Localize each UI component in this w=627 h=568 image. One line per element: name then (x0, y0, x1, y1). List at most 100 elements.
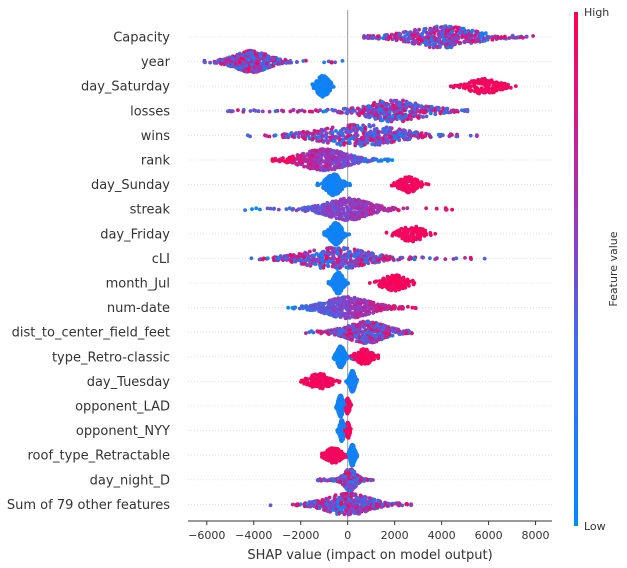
shap-dot (380, 100, 384, 104)
shap-dot (434, 44, 439, 49)
shap-dot (282, 159, 287, 164)
shap-dot (329, 226, 334, 231)
shap-dot (327, 259, 332, 263)
shap-dot (284, 61, 289, 65)
shap-dot (424, 131, 428, 136)
shap-dot (459, 82, 463, 87)
shap-dot (230, 56, 235, 61)
shap-dot (240, 53, 245, 58)
shap-dot (385, 119, 390, 123)
shap-dot (241, 57, 246, 61)
shap-dot (401, 98, 405, 103)
shap-dot (409, 233, 414, 238)
shap-dot (367, 132, 372, 137)
shap-dot (297, 109, 301, 113)
shap-dot (383, 133, 388, 138)
shap-dot (378, 140, 383, 145)
shap-dot (389, 118, 393, 123)
shap-dot (336, 189, 341, 194)
shap-dot (376, 131, 380, 135)
shap-dot (265, 256, 270, 261)
shap-dot (364, 131, 369, 136)
shap-dot (401, 102, 405, 106)
shap-dot (216, 59, 221, 63)
shap-dot (261, 256, 266, 261)
shap-dot (338, 273, 342, 277)
shap-dot (370, 142, 375, 147)
shap-dot (468, 133, 473, 138)
shap-dot (312, 161, 316, 166)
shap-dot (343, 211, 348, 216)
shap-dot (333, 108, 338, 113)
shap-dot (366, 134, 370, 139)
shap-dot (346, 214, 351, 219)
shap-dot (335, 165, 340, 170)
shap-dot (302, 109, 307, 114)
shap-dot (395, 282, 400, 287)
shap-dot (391, 139, 396, 144)
shap-dot (360, 204, 365, 209)
shap-dot (319, 75, 324, 80)
shap-dot (397, 257, 402, 261)
shap-dot (354, 262, 359, 267)
shap-dot (420, 38, 424, 43)
shap-dot (332, 223, 336, 228)
feature-row-3 (226, 98, 470, 124)
shap-dot (280, 61, 285, 65)
shap-dot (305, 263, 309, 267)
shap-dot (358, 262, 363, 266)
shap-dot (375, 142, 380, 147)
shap-dot (342, 247, 347, 252)
shap-dot (399, 276, 403, 281)
shap-dot (396, 129, 400, 134)
shap-dot (315, 131, 320, 136)
shap-dot (246, 57, 251, 62)
shap-dot (396, 114, 401, 119)
shap-dot (324, 176, 329, 181)
shap-dot (454, 29, 459, 34)
shap-dot (364, 208, 369, 212)
shap-dot (259, 51, 264, 56)
shap-dot (444, 106, 449, 111)
shap-dot (341, 107, 346, 111)
dot-layer (202, 24, 535, 517)
shap-dot (466, 82, 471, 87)
shap-dot (472, 82, 476, 87)
shap-dot (367, 311, 371, 316)
shap-dot (311, 132, 315, 137)
shap-dot (248, 134, 252, 139)
shap-dot (291, 254, 296, 258)
feature-row-2 (310, 74, 518, 99)
shap-dot (396, 208, 401, 213)
shap-dot (405, 206, 410, 211)
shap-dot (297, 131, 302, 136)
shap-dot (403, 106, 408, 110)
shap-dot (226, 109, 230, 114)
shap-dot (468, 255, 473, 260)
shap-dot (510, 34, 515, 39)
shap-dot (340, 138, 345, 143)
shap-dot (311, 83, 315, 87)
shap-dot (384, 107, 389, 111)
shap-dot (407, 256, 412, 261)
shap-dot (377, 207, 382, 211)
shap-dot (441, 29, 446, 34)
shap-dot (296, 255, 300, 259)
shap-dot (375, 102, 379, 107)
shap-dot (272, 61, 277, 66)
shap-dot (387, 127, 392, 131)
shap-dot (316, 91, 320, 95)
shap-dot (265, 206, 270, 211)
shap-dot (457, 31, 462, 35)
shap-dot (349, 129, 354, 134)
shap-dot (408, 238, 413, 243)
shap-dot (276, 207, 281, 212)
shap-dot (319, 253, 324, 258)
shap-dot (389, 135, 393, 140)
shap-dot (444, 28, 449, 33)
shap-dot (380, 118, 384, 123)
shap-dot (379, 130, 384, 134)
shap-dot (438, 44, 442, 49)
shap-dot (234, 65, 239, 70)
